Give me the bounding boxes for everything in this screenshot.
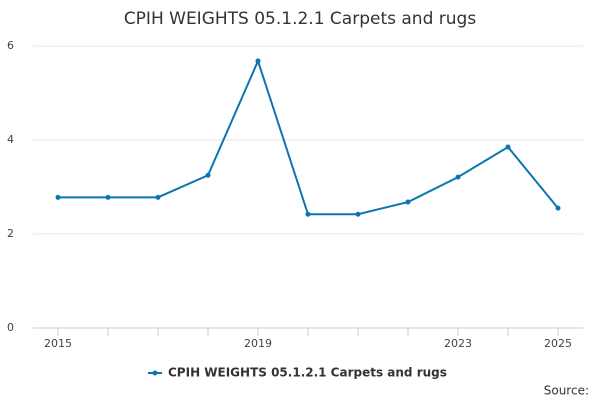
legend-marker — [152, 370, 158, 376]
data-point — [105, 194, 111, 200]
data-point — [155, 194, 161, 200]
y-tick-label: 2 — [7, 227, 14, 240]
data-point — [455, 174, 461, 180]
data-point — [355, 211, 361, 217]
source: Source: — [544, 384, 589, 398]
x-tick-label: 2025 — [544, 337, 572, 350]
data-point — [305, 211, 311, 217]
data-point — [255, 58, 261, 64]
chart-title: CPIH WEIGHTS 05.1.2.1 Carpets and rugs — [124, 9, 477, 29]
x-tick-label: 2019 — [244, 337, 272, 350]
y-tick-label: 0 — [7, 321, 14, 334]
data-point — [505, 144, 511, 150]
series-line — [58, 58, 559, 216]
x-tick-label: 2015 — [44, 337, 72, 350]
x-tick-label: 2023 — [444, 337, 472, 350]
y-tick-label: 6 — [7, 39, 14, 52]
data-point — [555, 205, 561, 211]
data-point — [205, 172, 211, 178]
legend-label: CPIH WEIGHTS 05.1.2.1 Carpets and rugs — [168, 366, 447, 380]
y-tick-label: 4 — [7, 133, 14, 146]
data-point — [55, 194, 61, 200]
data-point — [405, 199, 411, 205]
